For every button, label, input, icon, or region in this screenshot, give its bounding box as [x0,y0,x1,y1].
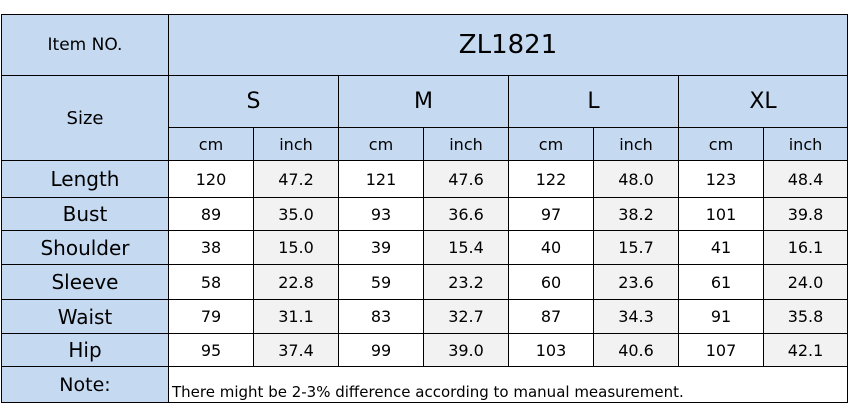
value-cell: 121 [338,160,424,198]
value-cell: 87 [508,299,594,334]
value-cell: 34.3 [593,299,679,334]
value-cell: 38 [168,230,254,265]
unit-header: cm [338,127,424,161]
value-cell: 61 [678,264,764,300]
value-cell: 15.4 [423,230,509,265]
unit-header: cm [678,127,764,161]
unit-header: inch [763,127,848,161]
value-cell: 103 [508,333,594,367]
value-cell: 23.6 [593,264,679,300]
row-label: Waist [1,299,169,334]
value-cell: 36.6 [423,197,509,231]
size-header: S [168,75,339,128]
value-cell: 35.8 [763,299,848,334]
row-label: Length [1,160,169,198]
value-cell: 37.4 [253,333,339,367]
unit-header: cm [168,127,254,161]
value-cell: 40.6 [593,333,679,367]
value-cell: 107 [678,333,764,367]
value-cell: 39.0 [423,333,509,367]
value-cell: 123 [678,160,764,198]
value-cell: 60 [508,264,594,300]
size-header: L [508,75,679,128]
value-cell: 93 [338,197,424,231]
unit-header: inch [253,127,339,161]
value-cell: 47.2 [253,160,339,198]
value-cell: 16.1 [763,230,848,265]
value-cell: 39.8 [763,197,848,231]
value-cell: 97 [508,197,594,231]
value-cell: 35.0 [253,197,339,231]
value-cell: 24.0 [763,264,848,300]
value-cell: 48.0 [593,160,679,198]
value-cell: 15.0 [253,230,339,265]
row-label: Hip [1,333,169,367]
item-value: ZL1821 [168,14,848,76]
unit-header: inch [423,127,509,161]
value-cell: 89 [168,197,254,231]
unit-header: inch [593,127,679,161]
value-cell: 99 [338,333,424,367]
value-cell: 15.7 [593,230,679,265]
value-cell: 40 [508,230,594,265]
row-label: Bust [1,197,169,231]
value-cell: 32.7 [423,299,509,334]
value-cell: 41 [678,230,764,265]
value-cell: 59 [338,264,424,300]
value-cell: 23.2 [423,264,509,300]
size-header: XL [678,75,848,128]
row-label: Sleeve [1,264,169,300]
value-cell: 122 [508,160,594,198]
value-cell: 120 [168,160,254,198]
value-cell: 91 [678,299,764,334]
value-cell: 42.1 [763,333,848,367]
value-cell: 95 [168,333,254,367]
value-cell: 22.8 [253,264,339,300]
value-cell: 47.6 [423,160,509,198]
value-cell: 39 [338,230,424,265]
size-label: Size [1,75,169,161]
value-cell: 101 [678,197,764,231]
value-cell: 83 [338,299,424,334]
size-header: M [338,75,509,128]
value-cell: 48.4 [763,160,848,198]
note-label: Note: [1,366,169,403]
unit-header: cm [508,127,594,161]
item-label: Item NO. [1,14,169,76]
value-cell: 79 [168,299,254,334]
value-cell: 58 [168,264,254,300]
row-label: Shoulder [1,230,169,265]
value-cell: 38.2 [593,197,679,231]
note-text: There might be 2-3% difference according… [168,366,848,403]
value-cell: 31.1 [253,299,339,334]
